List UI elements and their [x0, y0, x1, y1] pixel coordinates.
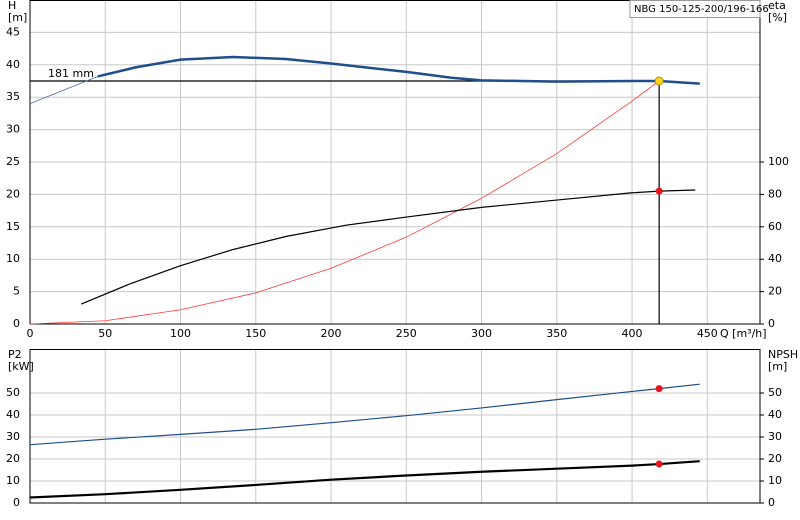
- y-axis-unit: [m]: [8, 11, 27, 24]
- y2-axis-label: eta: [768, 0, 786, 12]
- duty-point: [654, 76, 664, 86]
- y-tick-label: 30: [6, 430, 20, 443]
- duty-marker: [655, 385, 663, 393]
- y2-tick-label: 30: [768, 430, 782, 443]
- y2-tick-label: 0: [768, 496, 775, 509]
- y2-tick-label: 40: [768, 252, 782, 265]
- y2-tick-label: 10: [768, 474, 782, 487]
- y-tick-label: 5: [13, 285, 20, 298]
- y-tick-label: 45: [6, 25, 20, 38]
- y2-tick-label: 0: [768, 317, 775, 330]
- x-tick-label: 450: [697, 327, 718, 340]
- y-axis-unit: [kW]: [8, 360, 34, 373]
- x-tick-label: 0: [27, 327, 34, 340]
- annotation: 181 mm: [48, 67, 94, 80]
- x-tick-label: 300: [471, 327, 492, 340]
- y2-tick-label: 20: [768, 285, 782, 298]
- y2-axis-unit: [m]: [768, 360, 787, 373]
- y-axis-label: P2: [8, 348, 22, 361]
- y-tick-label: 0: [13, 496, 20, 509]
- y2-tick-label: 100: [768, 155, 789, 168]
- curve: [29, 383, 700, 446]
- y-tick-label: 10: [6, 252, 20, 265]
- duty-marker: [655, 187, 663, 195]
- y2-tick-label: 40: [768, 408, 782, 421]
- y2-tick-label: 60: [768, 220, 782, 233]
- y-tick-label: 50: [6, 386, 20, 399]
- y-tick-label: 10: [6, 474, 20, 487]
- curve: [29, 460, 700, 499]
- curve: [97, 55, 700, 85]
- y-tick-label: 30: [6, 123, 20, 136]
- y2-tick-label: 20: [768, 452, 782, 465]
- y-tick-label: 15: [6, 220, 20, 233]
- duty-marker: [655, 460, 663, 468]
- y-axis-label: H: [8, 0, 16, 12]
- curve: [80, 189, 696, 305]
- y2-tick-label: 80: [768, 187, 782, 200]
- y2-tick-label: 50: [768, 386, 782, 399]
- x-tick-label: 150: [245, 327, 266, 340]
- x-tick-label: 400: [622, 327, 643, 340]
- plot-frame: [29, 0, 761, 325]
- x-tick-label: 250: [396, 327, 417, 340]
- x-axis-label: Q [m³/h]: [720, 327, 767, 340]
- y-tick-label: 40: [6, 58, 20, 71]
- y-tick-label: 35: [6, 90, 20, 103]
- y2-axis-label: NPSH: [768, 348, 798, 361]
- x-tick-label: 100: [170, 327, 191, 340]
- y-tick-label: 0: [13, 317, 20, 330]
- y-tick-label: 20: [6, 452, 20, 465]
- title-box: [629, 0, 761, 18]
- x-tick-label: 50: [98, 327, 112, 340]
- y-tick-label: 20: [6, 187, 20, 200]
- curve: [29, 80, 660, 325]
- x-tick-label: 350: [546, 327, 567, 340]
- curve: [29, 76, 98, 105]
- y-tick-label: 25: [6, 155, 20, 168]
- plot-frame: [29, 349, 761, 504]
- x-tick-label: 200: [321, 327, 342, 340]
- chart-title: NBG 150-125-200/196-166: [634, 4, 769, 15]
- y2-axis-unit: [%]: [768, 11, 787, 24]
- y-tick-label: 40: [6, 408, 20, 421]
